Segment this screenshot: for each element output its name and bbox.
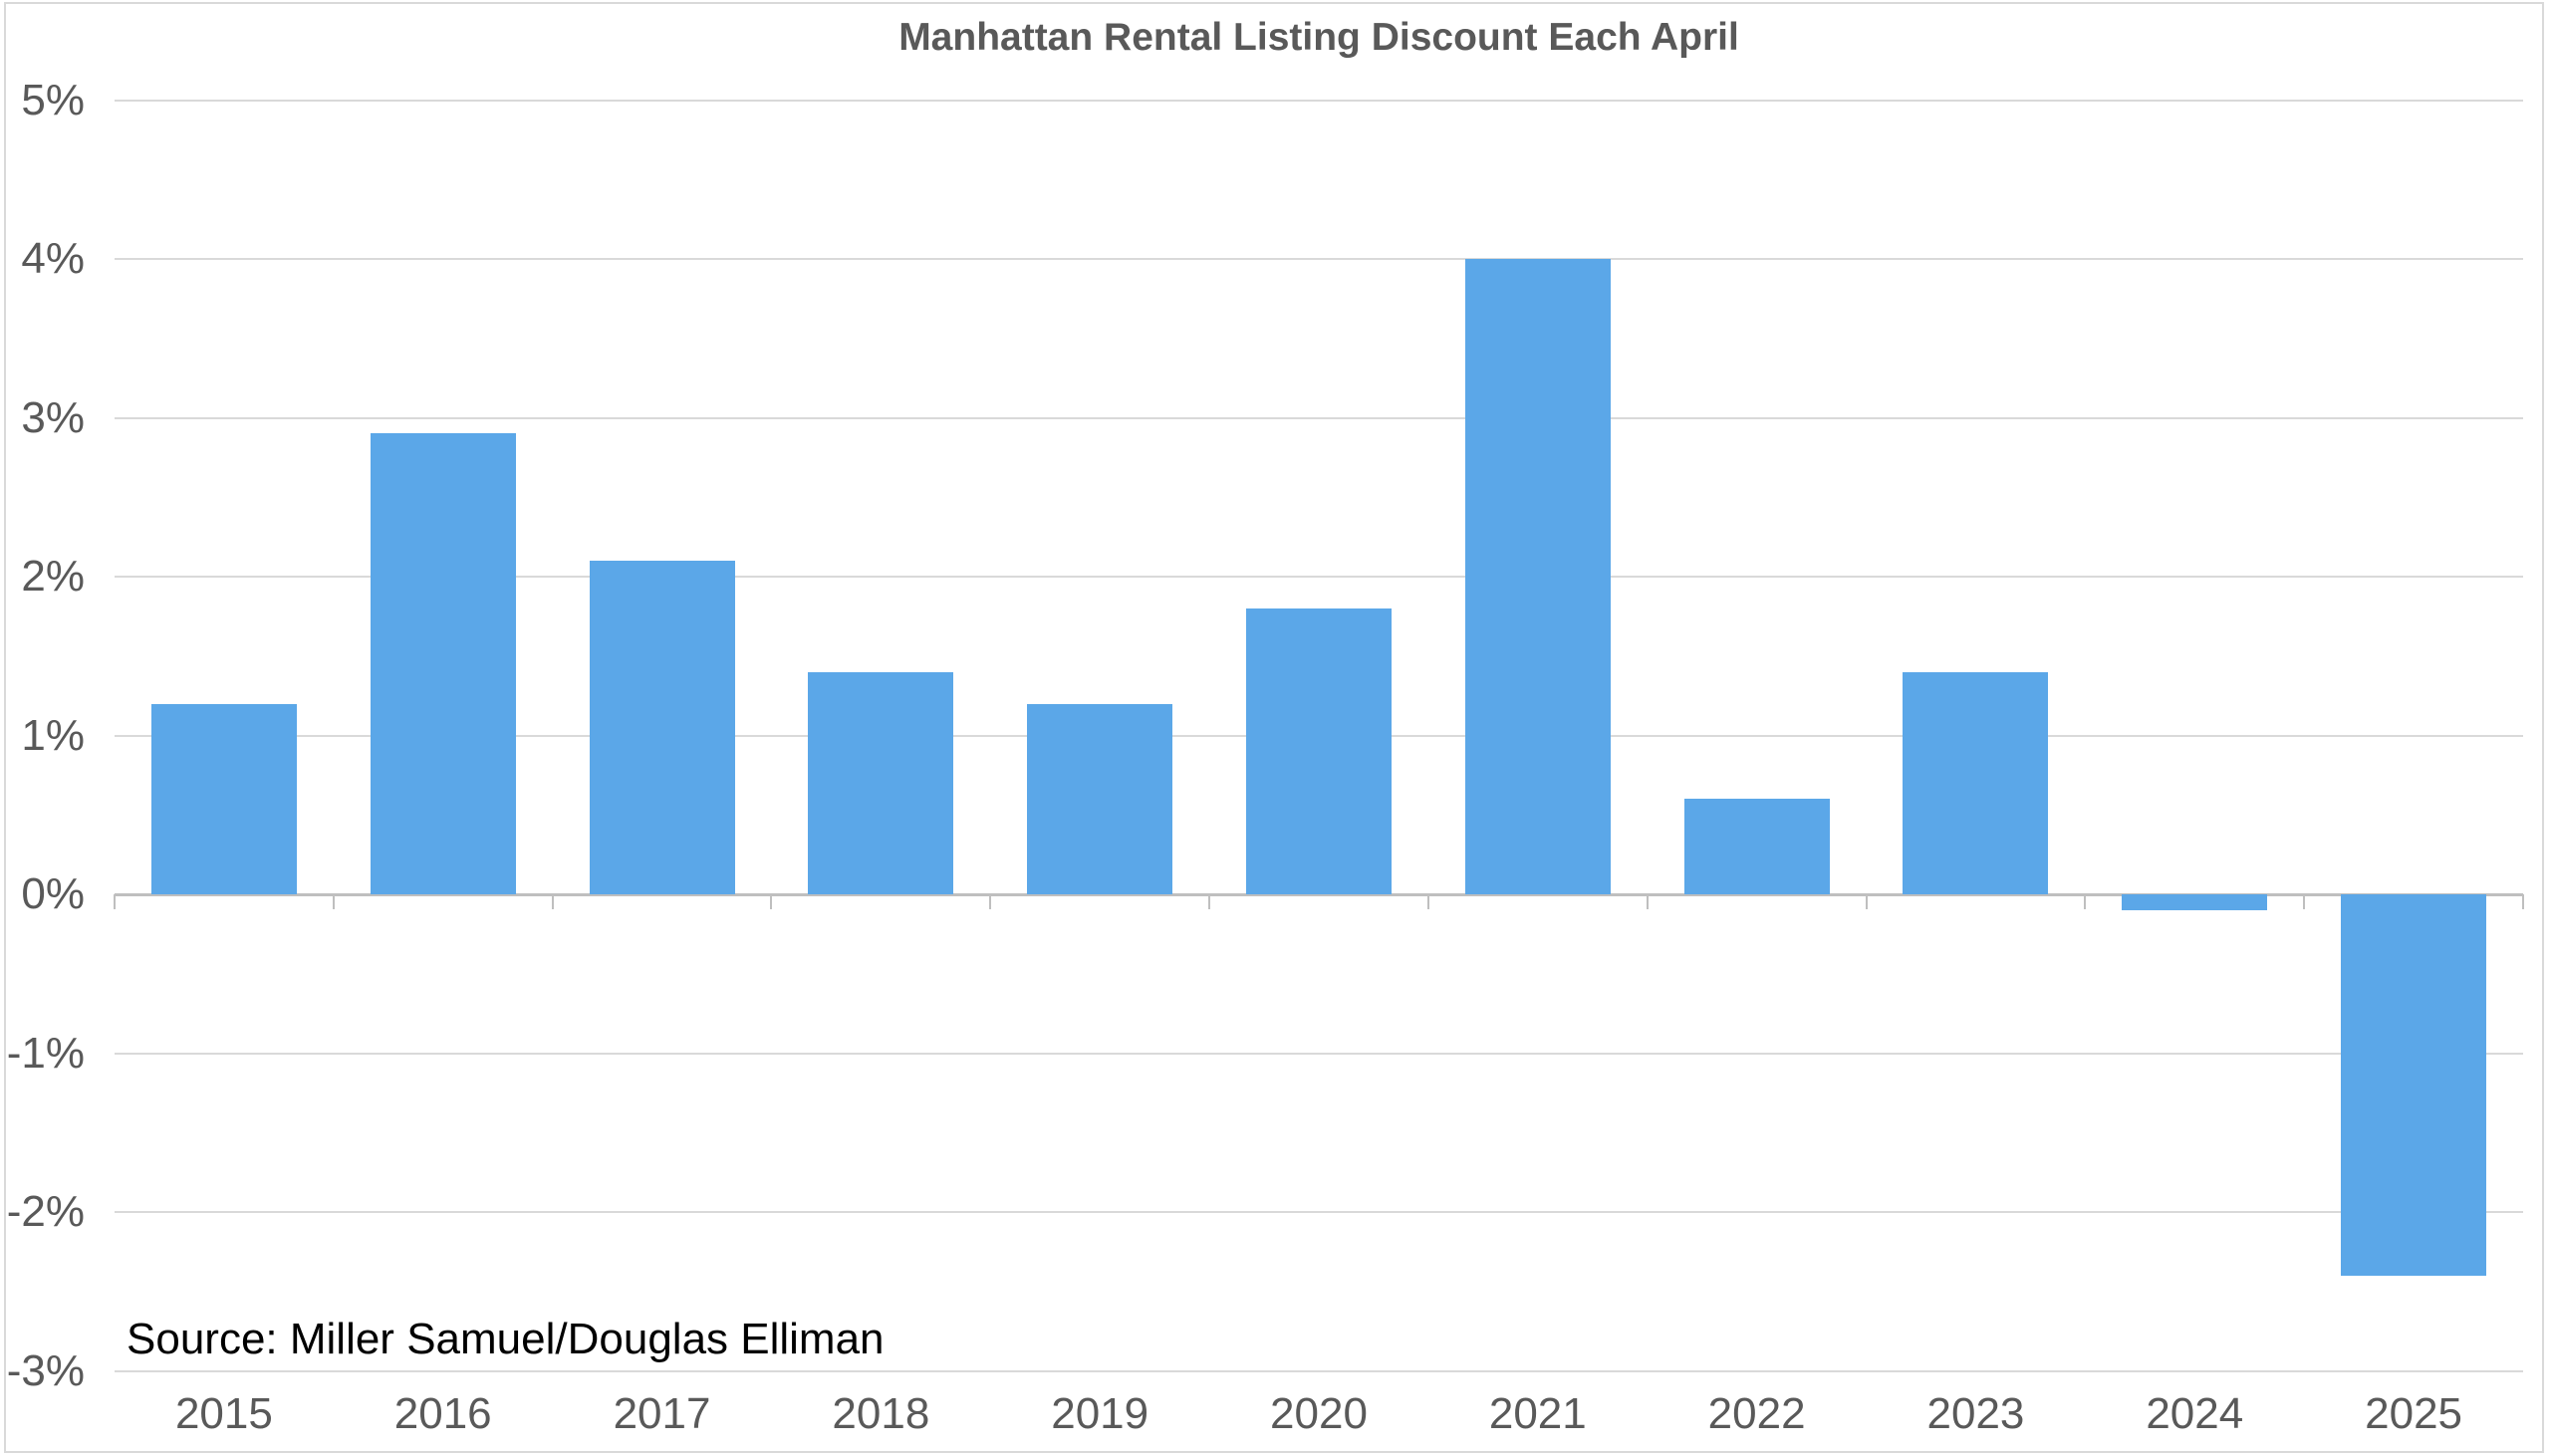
- axis-tick-mark: [1646, 894, 1649, 909]
- x-axis-label: 2022: [1707, 1389, 1806, 1438]
- source-note: Source: Miller Samuel/Douglas Elliman: [127, 1315, 885, 1363]
- bar: [1246, 607, 1392, 894]
- axis-tick-mark: [114, 894, 116, 909]
- x-axis-line: [115, 892, 2523, 896]
- y-axis-label: 0%: [21, 869, 85, 918]
- bar: [589, 561, 735, 894]
- x-axis-label: 2018: [832, 1389, 930, 1438]
- bar: [1683, 799, 1830, 894]
- axis-tick-mark: [1426, 894, 1429, 909]
- y-axis-label: -3%: [6, 1345, 85, 1395]
- y-axis-label: 3%: [21, 392, 85, 442]
- bar: [2341, 894, 2487, 1276]
- bar: [1903, 671, 2049, 894]
- y-axis-label: 4%: [21, 234, 85, 283]
- gridline: [115, 1211, 2523, 1213]
- gridline: [115, 576, 2523, 578]
- bar: [1464, 259, 1611, 894]
- gridline: [115, 258, 2523, 260]
- axis-tick-mark: [2084, 894, 2087, 909]
- bar: [808, 671, 954, 894]
- axis-tick-mark: [989, 894, 992, 909]
- bar: [1027, 703, 1173, 894]
- axis-tick-mark: [770, 894, 773, 909]
- bar: [370, 433, 516, 894]
- chart-title: Manhattan Rental Listing Discount Each A…: [898, 16, 1739, 59]
- gridline: [115, 1052, 2523, 1055]
- x-axis-label: 2019: [1051, 1389, 1149, 1438]
- bar: [150, 703, 297, 894]
- x-axis-label: 2020: [1270, 1389, 1368, 1438]
- y-axis-label: 2%: [21, 552, 85, 601]
- y-axis-label: 1%: [21, 710, 85, 760]
- y-axis-label: -1%: [6, 1028, 85, 1078]
- gridline: [115, 99, 2523, 102]
- axis-tick-mark: [551, 894, 554, 909]
- x-axis-label: 2017: [613, 1389, 711, 1438]
- axis-tick-mark: [332, 894, 335, 909]
- gridline: [115, 416, 2523, 419]
- x-axis-label: 2024: [2146, 1389, 2244, 1438]
- y-axis-label: -2%: [6, 1187, 85, 1236]
- x-axis-label: 2023: [1926, 1389, 2025, 1438]
- axis-tick-mark: [1865, 894, 1868, 909]
- y-axis-label: 5%: [21, 75, 85, 124]
- gridline: [115, 1369, 2523, 1372]
- axis-tick-mark: [1208, 894, 1211, 909]
- bar: [2122, 894, 2268, 910]
- x-axis-label: 2021: [1488, 1389, 1587, 1438]
- x-axis-label: 2016: [393, 1389, 492, 1438]
- axis-tick-mark: [2522, 894, 2524, 909]
- x-axis-label: 2015: [174, 1389, 273, 1438]
- axis-tick-mark: [2303, 894, 2306, 909]
- x-axis-label: 2025: [2365, 1389, 2463, 1438]
